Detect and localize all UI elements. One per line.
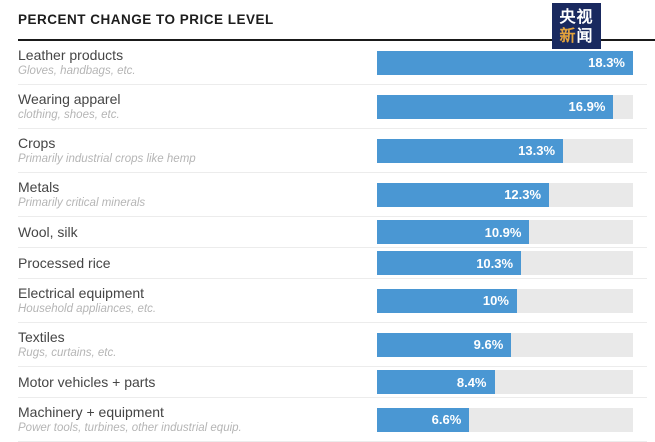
bar-value-label: 10.9% [484, 224, 522, 240]
chart-row: Metals Primarily critical minerals 12.3% [18, 173, 647, 217]
bar-track: 18.3% [377, 50, 633, 75]
bar-track: 8.4% [377, 370, 633, 394]
category-description: clothing, shoes, etc. [18, 109, 120, 121]
chart-row: Motor vehicles + parts 8.4% [18, 367, 647, 398]
logo-char-accent: 新 [559, 26, 577, 45]
logo-text-row-2: 新 闻 [559, 26, 593, 45]
logo-char-group-1: 央视 [559, 7, 594, 26]
bar: 10% [377, 288, 517, 313]
bar-track: 10.9% [377, 220, 633, 244]
chart-row: Machinery + equipment Power tools, turbin… [18, 398, 647, 442]
bar-track: 6.6% [377, 407, 633, 432]
category-label-group: Motor vehicles + parts [18, 374, 377, 391]
cctv-news-logo: 央视 新 闻 [552, 3, 601, 49]
category-label-group: Textiles Rugs, curtains, etc. [18, 329, 377, 360]
category-label: Motor vehicles + parts [18, 373, 156, 390]
category-label: Processed rice [18, 254, 111, 271]
category-label-group: Wearing apparel clothing, shoes, etc. [18, 91, 377, 122]
bar-track: 9.6% [377, 332, 633, 357]
chart-row: Wool, silk 10.9% [18, 217, 647, 248]
bar-value-label: 16.9% [568, 99, 606, 114]
bar: 10.3% [377, 251, 522, 275]
chart-row: Textiles Rugs, curtains, etc. 9.6% [18, 323, 647, 367]
bar: 9.6% [377, 332, 512, 357]
bar: 18.3% [377, 50, 633, 75]
title-divider [18, 39, 655, 41]
category-description: Gloves, handbags, etc. [18, 65, 136, 77]
category-description: Primarily industrial crops like hemp [18, 153, 196, 165]
page-title: PERCENT CHANGE TO PRICE LEVEL [18, 12, 274, 27]
bar-value-label: 8.4% [456, 374, 487, 390]
category-description: Rugs, curtains, etc. [18, 347, 117, 359]
bar: 10.9% [377, 220, 530, 244]
chart-row: Leather products Gloves, handbags, etc. 18… [18, 41, 647, 85]
chart-row: Processed rice 10.3% [18, 248, 647, 279]
bar: 16.9% [377, 94, 614, 119]
category-description: Primarily critical minerals [18, 197, 146, 209]
bar-chart: Leather products Gloves, handbags, etc. 18… [0, 41, 655, 442]
category-label: Wool, silk [18, 223, 78, 240]
bar-value-label: 18.3% [588, 55, 625, 70]
bar-track: 12.3% [377, 182, 633, 207]
category-label: Crops [18, 135, 56, 151]
category-label: Leather products [18, 47, 124, 63]
bar: 13.3% [377, 138, 564, 163]
category-label: Metals [18, 179, 60, 195]
category-label: Textiles [18, 329, 65, 345]
bar-value-label: 10% [482, 293, 509, 308]
bar-track: 10.3% [377, 251, 633, 275]
header: PERCENT CHANGE TO PRICE LEVEL [0, 0, 655, 27]
bar: 8.4% [377, 370, 495, 394]
chart-row: Wearing apparel clothing, shoes, etc. 16.9… [18, 85, 647, 129]
chart-row: Crops Primarily industrial crops like hem… [18, 129, 647, 173]
category-label-group: Machinery + equipment Power tools, turbin… [18, 404, 377, 435]
category-label: Wearing apparel [18, 91, 121, 107]
bar-track: 13.3% [377, 138, 633, 163]
chart-row: Electrical equipment Household appliances… [18, 279, 647, 323]
category-label-group: Processed rice [18, 255, 377, 272]
bar-value-label: 6.6% [431, 412, 462, 427]
category-label: Electrical equipment [18, 285, 145, 301]
category-label-group: Electrical equipment Household appliances… [18, 285, 377, 316]
bar-track: 10% [377, 288, 633, 313]
bar-track: 16.9% [377, 94, 633, 119]
bar-value-label: 9.6% [473, 337, 504, 352]
category-label-group: Wool, silk [18, 224, 377, 241]
logo-char-white: 闻 [576, 26, 594, 45]
bar-value-label: 12.3% [504, 187, 542, 202]
bar: 6.6% [377, 407, 470, 432]
category-label: Machinery + equipment [18, 404, 164, 420]
category-description: Power tools, turbines, other industrial … [18, 422, 242, 434]
category-description: Household appliances, etc. [18, 303, 157, 315]
logo-text-row-1: 央视 [559, 7, 593, 26]
bar: 12.3% [377, 182, 550, 207]
category-label-group: Metals Primarily critical minerals [18, 179, 377, 210]
category-label-group: Leather products Gloves, handbags, etc. [18, 47, 377, 78]
category-label-group: Crops Primarily industrial crops like hem… [18, 135, 377, 166]
bar-value-label: 13.3% [518, 143, 556, 158]
bar-value-label: 10.3% [476, 255, 514, 271]
